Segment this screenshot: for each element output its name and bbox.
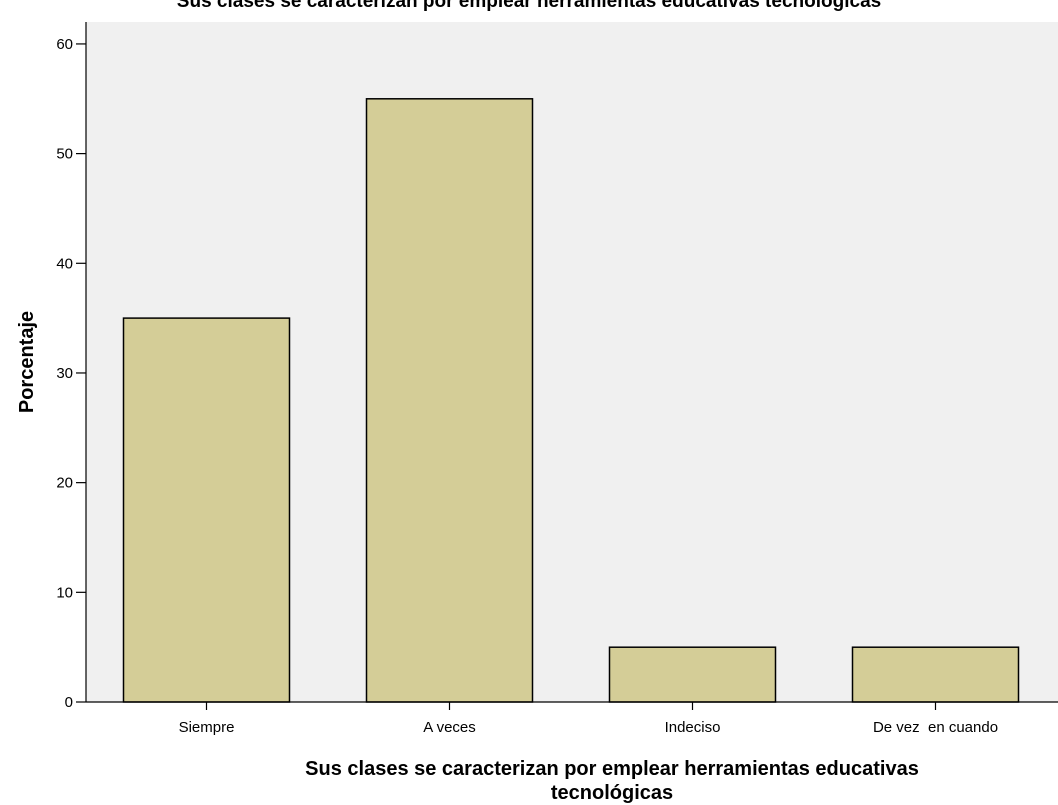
y-tick-label: 10 — [56, 584, 73, 601]
bar-a-veces — [365, 98, 534, 703]
bar-siempre — [122, 317, 291, 703]
y-tick-label: 0 — [65, 694, 73, 711]
x-tick-label: Siempre — [179, 719, 235, 736]
x-tick-label: De vez en cuando — [873, 719, 998, 736]
chart-title: Sus clases se caracterizan por emplear h… — [177, 0, 881, 12]
x-tick-label: A veces — [423, 719, 476, 736]
y-tick-label: 30 — [56, 365, 73, 382]
y-tick-label: 20 — [56, 475, 73, 492]
y-tick-label: 60 — [56, 36, 73, 53]
bar-indeciso — [608, 646, 777, 703]
x-axis-title-line-1: Sus clases se caracterizan por emplear h… — [305, 758, 919, 780]
y-axis-title: Porcentaje — [16, 311, 38, 413]
x-tick-label: Indeciso — [665, 719, 721, 736]
y-tick-label: 50 — [56, 146, 73, 163]
x-axis-title-line-2: tecnológicas — [551, 782, 673, 804]
bar-de-vez-en-cuando — [851, 646, 1020, 703]
y-tick-label: 40 — [56, 255, 73, 272]
